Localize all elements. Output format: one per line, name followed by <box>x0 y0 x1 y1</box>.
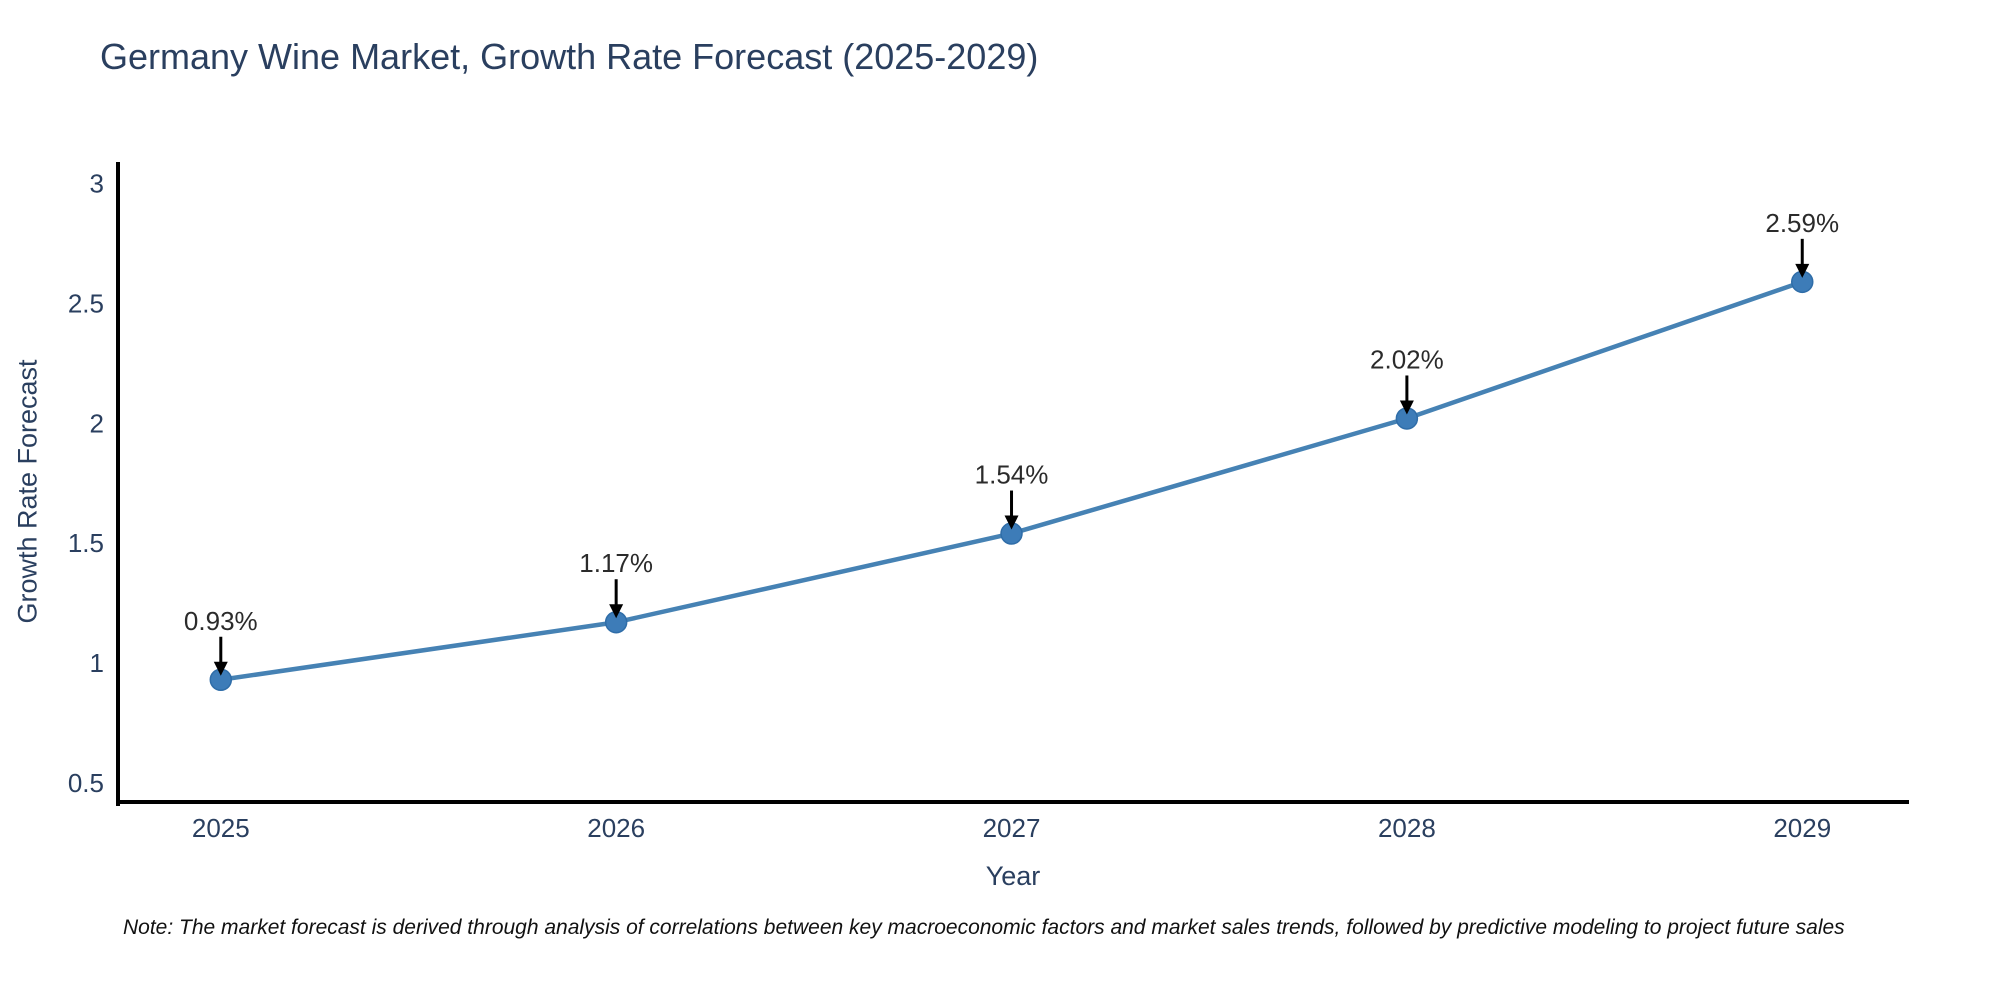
annotation-arrowhead-2029 <box>1795 263 1810 278</box>
y-tick-label: 1 <box>90 648 104 678</box>
x-tick-label: 2025 <box>192 813 250 843</box>
footnote: Note: The market forecast is derived thr… <box>123 916 1845 939</box>
annotation-label-2025: 0.93% <box>184 606 258 636</box>
x-tick-label: 2028 <box>1378 813 1436 843</box>
chart-title: Germany Wine Market, Growth Rate Forecas… <box>100 36 1039 77</box>
y-tick-label: 2 <box>90 408 104 438</box>
annotation-label-2027: 1.54% <box>975 460 1049 490</box>
annotation-label-2029: 2.59% <box>1765 208 1839 238</box>
annotation-arrowhead-2026 <box>609 604 624 619</box>
annotation-arrowhead-2025 <box>213 661 228 676</box>
y-tick-label: 0.5 <box>68 768 104 798</box>
x-tick-label: 2029 <box>1773 813 1831 843</box>
annotation-arrowhead-2027 <box>1004 515 1019 530</box>
y-tick-label: 3 <box>90 169 104 199</box>
x-tick-label: 2026 <box>587 813 645 843</box>
annotation-arrowhead-2028 <box>1399 400 1414 415</box>
annotation-label-2026: 1.17% <box>579 548 653 578</box>
x-axis-title: Year <box>985 861 1041 891</box>
x-tick-label: 2027 <box>983 813 1041 843</box>
y-tick-label: 2.5 <box>68 288 104 318</box>
annotation-label-2028: 2.02% <box>1370 344 1444 374</box>
y-tick-label: 1.5 <box>68 528 104 558</box>
